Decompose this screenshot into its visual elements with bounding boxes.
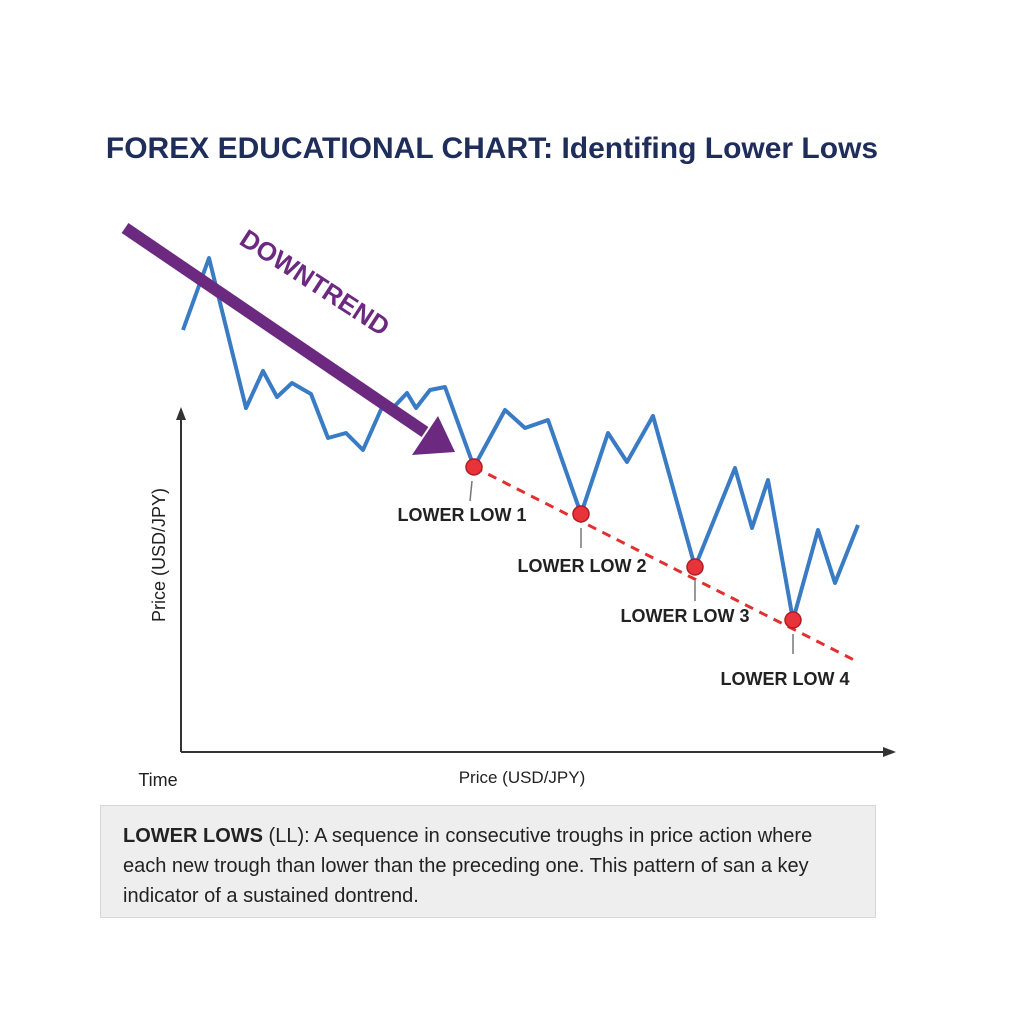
description: LOWER LOWS (LL): A sequence in consecuti… [100,805,876,918]
low-point [465,458,483,476]
low-label: LOWER LOW 3 [621,606,750,626]
price-line [181,256,860,622]
leader [469,480,473,502]
x-axis-label: Price (USD/JPY) [459,768,586,787]
arrow-head [412,416,455,455]
axes [176,407,896,757]
time-label: Time [138,770,177,790]
y-axis-label: Price (USD/JPY) [149,488,169,622]
description-term: LOWER LOWS [123,825,263,847]
low-point [686,558,704,576]
low-label: LOWER LOW 1 [398,505,527,525]
low-label: LOWER LOW 2 [518,556,647,576]
trend-line [473,465,859,664]
low-label: LOWER LOW 4 [721,669,850,689]
low-point [572,505,590,523]
description-text: (LL): A sequence in consecutive troughs … [123,825,813,907]
title: FOREX EDUCATIONAL CHART: Identifing Lowe… [106,132,878,165]
trend-arrow [121,223,429,437]
low-point [784,611,802,629]
